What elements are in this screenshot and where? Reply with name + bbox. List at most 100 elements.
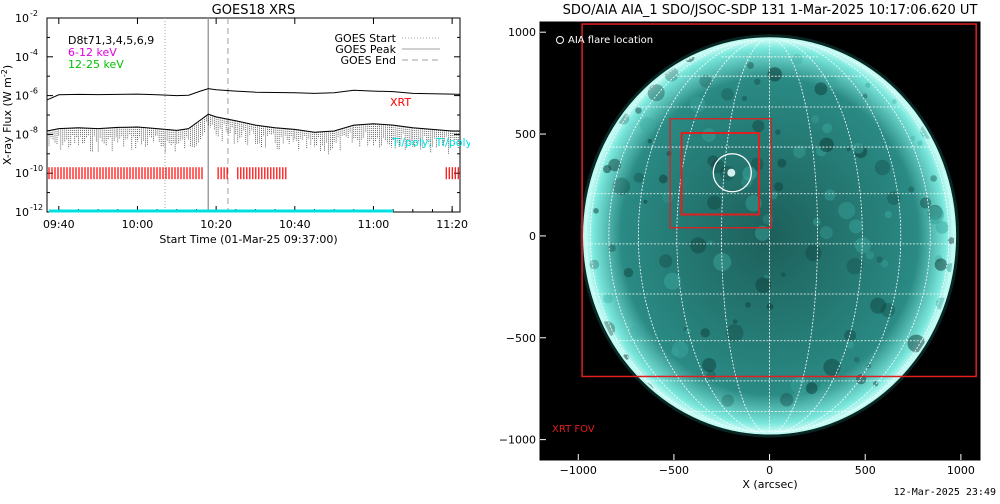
solar-feature: [603, 293, 613, 304]
goes-legend-left-item: D8t71,3,4,5,6,9: [68, 34, 154, 47]
solar-feature: [907, 334, 926, 353]
solar-feature: [777, 158, 787, 168]
solar-feature: [766, 303, 774, 310]
solar-limb: [583, 37, 957, 435]
solar-feature: [876, 256, 883, 263]
solar-feature: [848, 219, 864, 234]
solar-feature: [780, 392, 794, 407]
solar-feature: [812, 218, 821, 226]
goes-x-tick-label: 10:40: [279, 218, 311, 231]
solar-feature: [880, 259, 889, 268]
solar-feature: [763, 274, 769, 280]
aia-y-tick-label: 500: [515, 128, 536, 141]
goes-y-tick-exponent: -4: [30, 48, 38, 57]
solar-feature: [781, 272, 786, 277]
aia-flare-location-marker: [712, 153, 752, 193]
solar-feature: [926, 206, 944, 224]
solar-feature: [603, 165, 612, 174]
grid-meridian: [638, 38, 770, 434]
solar-feature: [935, 221, 949, 234]
solar-feature: [767, 67, 782, 82]
footer-timestamp: 12-Mar-2025 23:49: [893, 487, 996, 498]
solar-feature: [746, 61, 754, 69]
heliographic-grid: [584, 38, 956, 434]
solar-feature: [685, 328, 691, 335]
solar-feature: [917, 140, 923, 146]
solar-feature: [845, 340, 854, 349]
grid-meridian: [676, 38, 770, 434]
xrt-label: XRT: [390, 96, 411, 109]
solar-feature: [820, 378, 833, 392]
solar-feature: [930, 175, 938, 182]
grid-meridian: [608, 38, 770, 434]
solar-feature: [690, 237, 707, 254]
grid-meridian: [769, 38, 931, 434]
goes-x-tick-label: 11:20: [436, 218, 468, 231]
goes-y-tick-exponent: -12: [30, 203, 43, 212]
solar-feature: [671, 341, 689, 358]
solar-feature: [823, 358, 841, 376]
grid-meridian: [769, 38, 863, 434]
solar-feature: [699, 74, 713, 88]
goes-y-tick-exponent: -8: [30, 125, 38, 134]
flare-bright-kernel: [727, 168, 736, 177]
goes-y-tick-label: 10: [15, 51, 29, 64]
solar-feature: [866, 363, 872, 369]
solar-feature: [623, 267, 634, 278]
solar-feature: [658, 174, 668, 184]
solar-feature: [754, 225, 770, 241]
goes-legend-left-item: 12-25 keV: [68, 58, 124, 71]
solar-feature: [793, 145, 806, 159]
solar-feature: [873, 380, 879, 387]
solar-feature: [647, 138, 653, 144]
grid-meridian: [769, 38, 902, 434]
goes-y-tick-label: 10: [15, 12, 29, 25]
solar-feature: [947, 237, 955, 245]
solar-feature: [819, 137, 834, 153]
solar-feature: [846, 147, 851, 152]
solar-feature: [824, 189, 836, 201]
solar-feature: [745, 302, 751, 308]
solar-feature: [721, 394, 734, 407]
goes-legend-right-item: GOES Start: [335, 32, 397, 45]
aia-flare-legend-label: AIA flare location: [568, 35, 653, 46]
cyan-filter-label: Ti/poly; Ti/poly: [391, 136, 470, 149]
solar-feature: [844, 329, 857, 342]
aia-image-panel: SDO/AIA AIA_1 SDO/JSOC-SDP 131 1-Mar-202…: [499, 0, 1000, 500]
aia-x-tick-label: 500: [855, 464, 876, 477]
solar-feature: [629, 325, 644, 339]
solar-feature: [635, 107, 642, 114]
goes-x-axis-label: Start Time (01-Mar-25 09:37:00): [159, 233, 337, 246]
solar-feature: [639, 116, 656, 134]
solar-feature: [702, 358, 717, 373]
solar-feature: [754, 78, 761, 85]
solar-feature: [810, 115, 820, 124]
solar-feature: [853, 356, 860, 363]
solar-feature: [908, 186, 915, 193]
solar-feature: [708, 240, 713, 246]
aia-flare-legend-symbol: [556, 36, 564, 44]
solar-feature: [670, 347, 680, 357]
solar-feature: [633, 172, 644, 183]
solar-feature: [846, 257, 864, 275]
solar-feature: [710, 159, 725, 174]
goes-x-tick-label: 11:00: [358, 218, 390, 231]
solar-feature: [593, 208, 599, 214]
goes-x-tick-label: 10:20: [200, 218, 232, 231]
aia-x-tick-label: 0: [766, 464, 773, 477]
solar-feature: [855, 373, 867, 385]
aia-x-axis-label: X (arcsec): [742, 478, 797, 491]
solar-feature: [608, 158, 621, 172]
solar-feature: [854, 237, 871, 254]
solar-feature: [830, 381, 838, 389]
goes-legend-right-item: GOES Peak: [335, 43, 396, 56]
solar-feature: [752, 119, 765, 133]
aia-y-tick-label: −500: [506, 332, 536, 345]
aia-x-tick-label: −500: [659, 464, 689, 477]
goes-y-tick-label: 10: [15, 167, 29, 180]
solar-feature: [745, 195, 762, 212]
solar-feature: [862, 93, 868, 99]
solar-feature: [865, 82, 871, 89]
goes-x-tick-label: 10:00: [122, 218, 154, 231]
